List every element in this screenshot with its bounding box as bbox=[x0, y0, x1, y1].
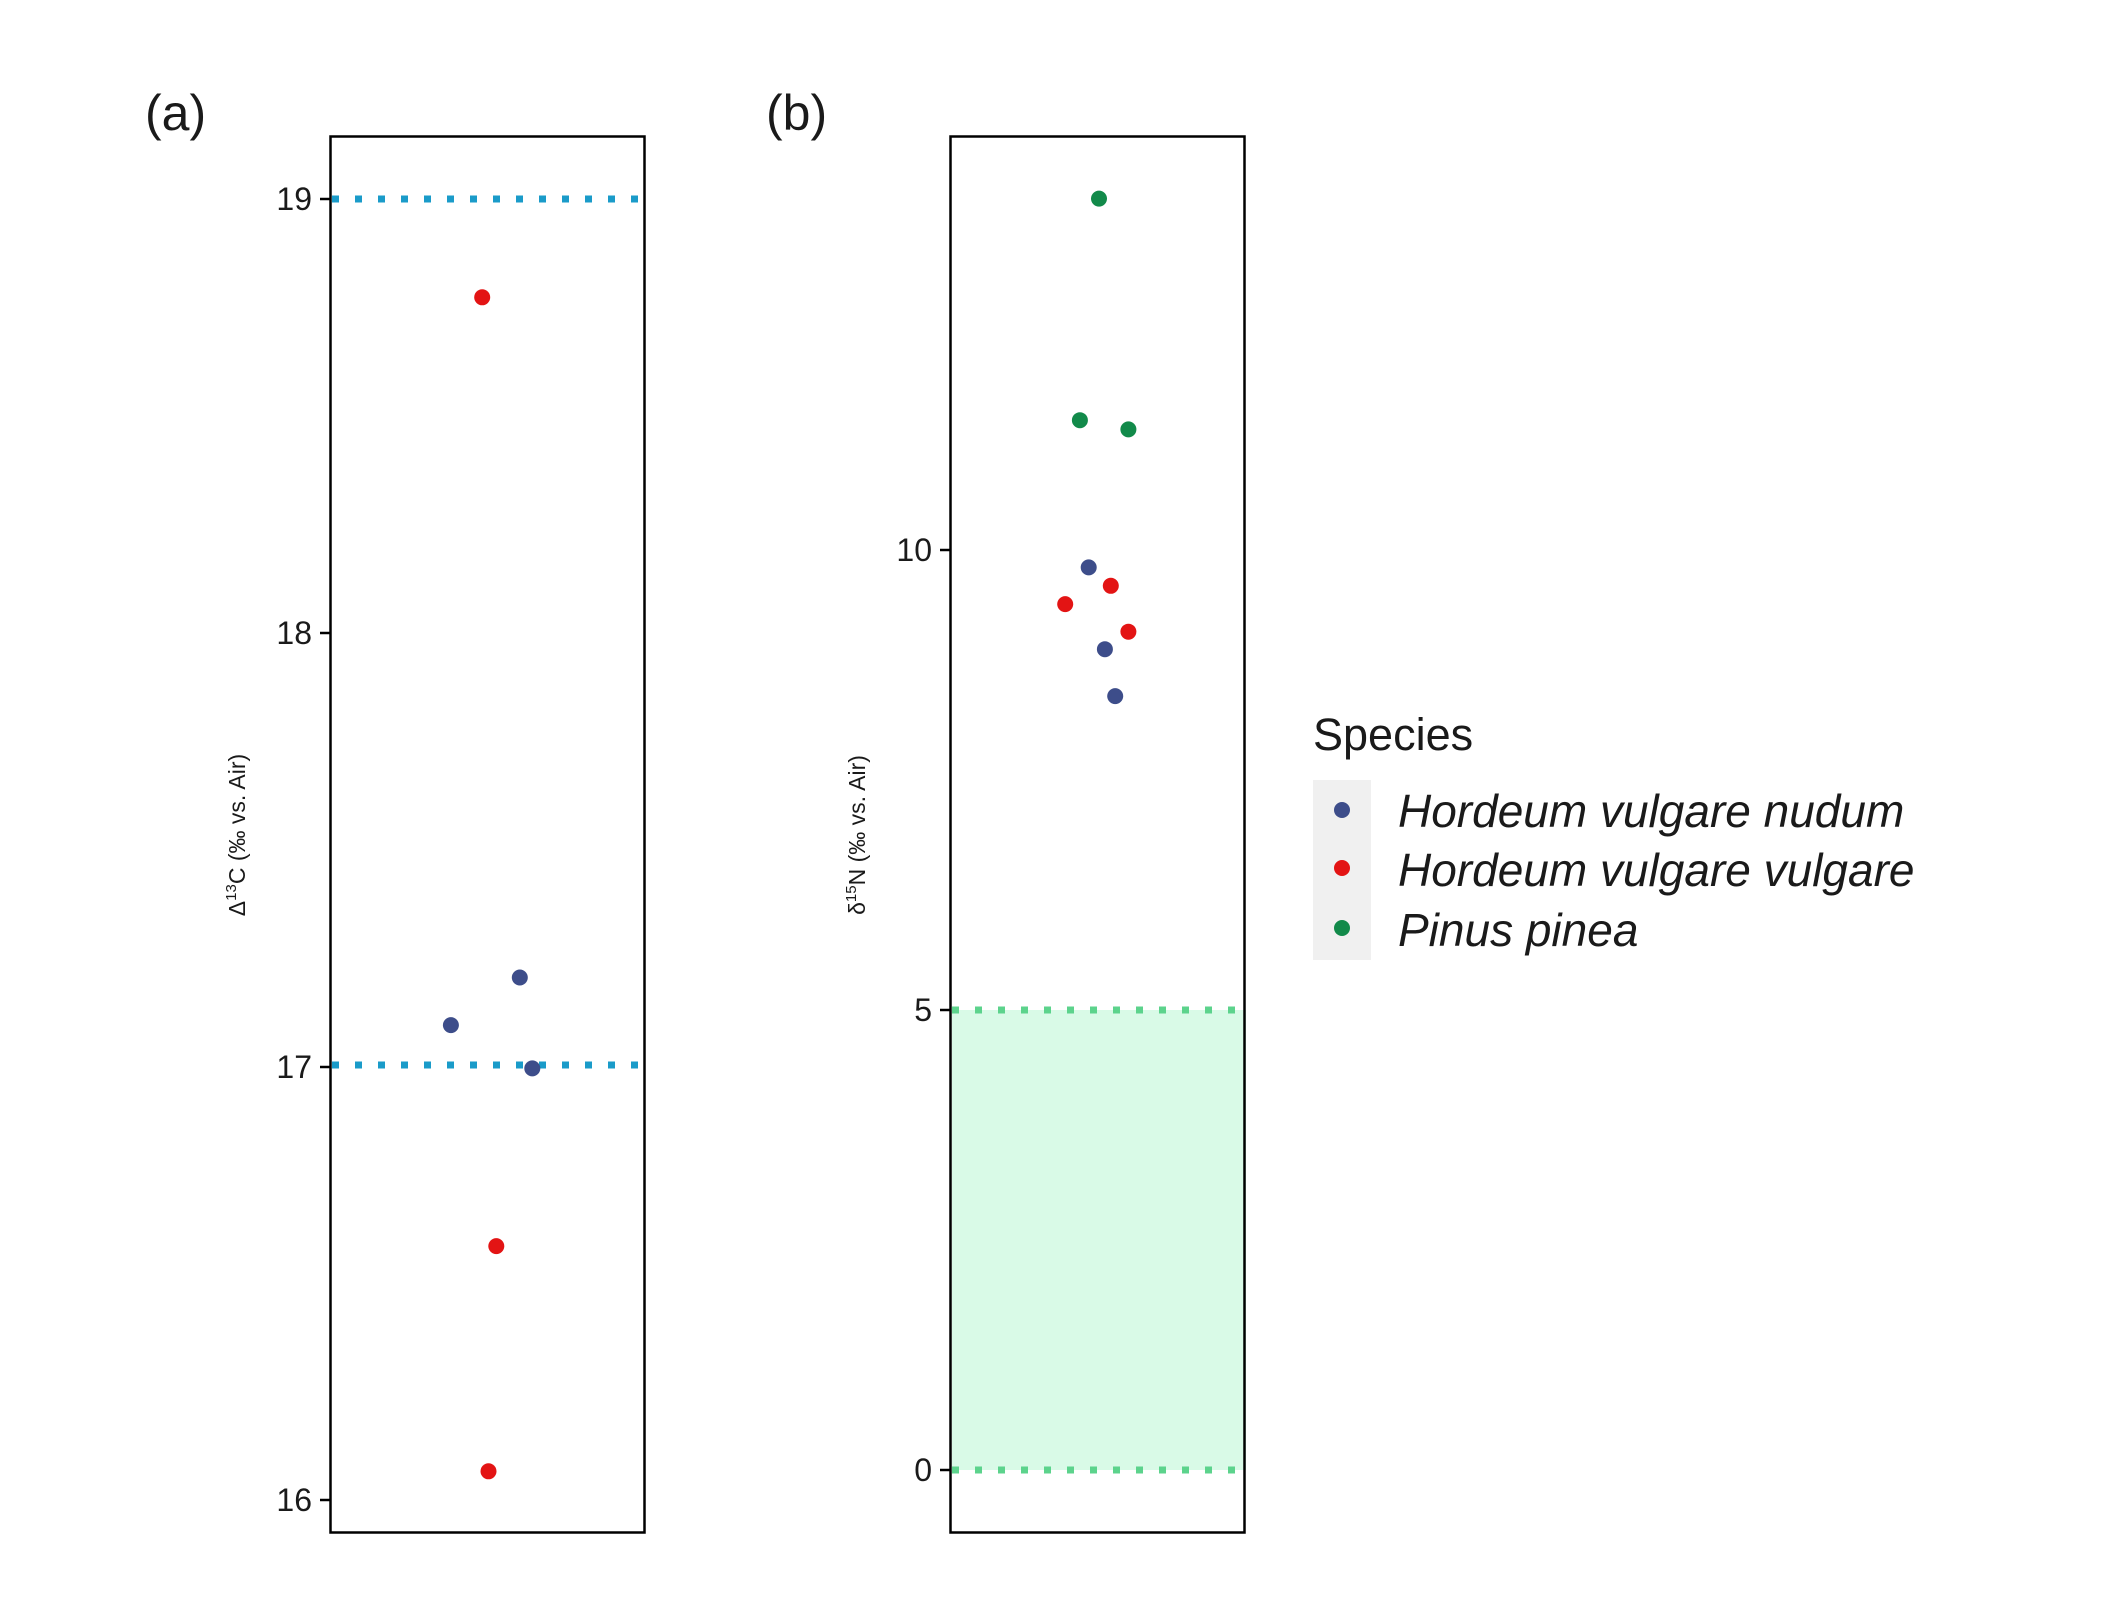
legend-key-hordeum-vulgare-vulgare bbox=[1334, 860, 1350, 876]
legend-key-pinus-pinea bbox=[1334, 920, 1350, 936]
panel-a-y-tick-label: 16 bbox=[276, 1482, 312, 1518]
legend-label-hordeum-vulgare-vulgare: Hordeum vulgare vulgare bbox=[1398, 844, 1915, 896]
panel-a-plot-frame bbox=[329, 135, 646, 1534]
panel-b-y-axis-title: δ15N (‰ vs. Air) bbox=[843, 755, 870, 915]
panel-a-points bbox=[442, 289, 541, 1480]
panel-a-point-hordeum-vulgare-vulgare bbox=[488, 1238, 505, 1255]
panel-b-point-pinus-pinea bbox=[1120, 421, 1137, 438]
panel-b-point-pinus-pinea bbox=[1071, 412, 1088, 429]
legend-label-pinus-pinea: Pinus pinea bbox=[1398, 904, 1638, 956]
panel-a-y-tick-label: 17 bbox=[276, 1049, 312, 1085]
panel-b-y-tick-label: 10 bbox=[896, 532, 932, 568]
panel-a-point-hordeum-vulgare-vulgare bbox=[480, 1463, 497, 1480]
panel-a-point-hordeum-vulgare-vulgare bbox=[474, 289, 491, 306]
legend-key-hordeum-vulgare-nudum bbox=[1334, 802, 1350, 818]
panel-b-points bbox=[1057, 190, 1137, 705]
panel-b-point-hordeum-vulgare-nudum bbox=[1107, 688, 1124, 705]
legend-title: Species bbox=[1313, 709, 1473, 760]
panel-b-point-hordeum-vulgare-nudum bbox=[1080, 559, 1097, 576]
panel-b: (b) 0 5 10 δ15N (‰ vs. Air) bbox=[766, 85, 1246, 1534]
legend-label-hordeum-vulgare-nudum: Hordeum vulgare nudum bbox=[1398, 785, 1904, 837]
panel-a-label: (a) bbox=[145, 85, 206, 141]
panel-b-point-hordeum-vulgare-vulgare bbox=[1102, 577, 1119, 594]
panel-b-reference-band bbox=[952, 1010, 1246, 1470]
panel-a-point-hordeum-vulgare-nudum bbox=[511, 969, 528, 986]
panel-b-y-tick-label: 5 bbox=[914, 992, 932, 1028]
panel-b-point-hordeum-vulgare-vulgare bbox=[1057, 596, 1074, 613]
panel-b-point-pinus-pinea bbox=[1091, 190, 1107, 207]
panel-a-y-tick-label: 18 bbox=[276, 615, 312, 651]
panel-b-label: (b) bbox=[766, 85, 827, 141]
panel-a-point-hordeum-vulgare-nudum bbox=[524, 1060, 541, 1077]
panel-b-plot-frame bbox=[949, 135, 1246, 1534]
legend: Species Hordeum vulgare nudum Hordeum vu… bbox=[1313, 709, 1915, 960]
panel-b-y-tick-label: 0 bbox=[914, 1452, 932, 1488]
panel-a-point-hordeum-vulgare-nudum bbox=[442, 1017, 459, 1034]
panel-a-y-axis-title: Δ13C (‰ vs. Air) bbox=[223, 754, 250, 916]
panel-b-point-hordeum-vulgare-nudum bbox=[1096, 641, 1113, 658]
panel-a: (a) 16 17 18 19 Δ13C (‰ vs. Air) bbox=[145, 85, 646, 1534]
panel-b-point-hordeum-vulgare-vulgare bbox=[1120, 623, 1137, 640]
panel-a-y-tick-label: 19 bbox=[276, 181, 312, 217]
